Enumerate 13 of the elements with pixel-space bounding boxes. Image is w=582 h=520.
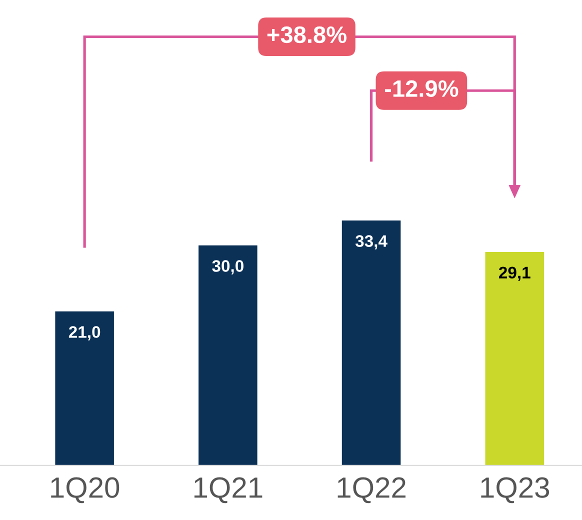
bar bbox=[342, 220, 401, 466]
bar bbox=[485, 252, 544, 466]
x-tick-label: 1Q22 bbox=[338, 477, 406, 504]
text: +38.8% bbox=[267, 26, 347, 44]
x-tick-label: 1Q20 bbox=[51, 477, 120, 504]
data-label: 29,1 bbox=[498, 266, 530, 281]
data-label: 21,0 bbox=[68, 326, 100, 340]
x-tick-label: 1Q21 bbox=[194, 477, 262, 504]
x-tick-label: 1Q23 bbox=[481, 477, 550, 504]
data-label: 30,0 bbox=[212, 260, 244, 274]
data-label: 33,4 bbox=[355, 235, 388, 250]
text: -12.9% bbox=[384, 80, 458, 97]
bar bbox=[55, 311, 114, 466]
